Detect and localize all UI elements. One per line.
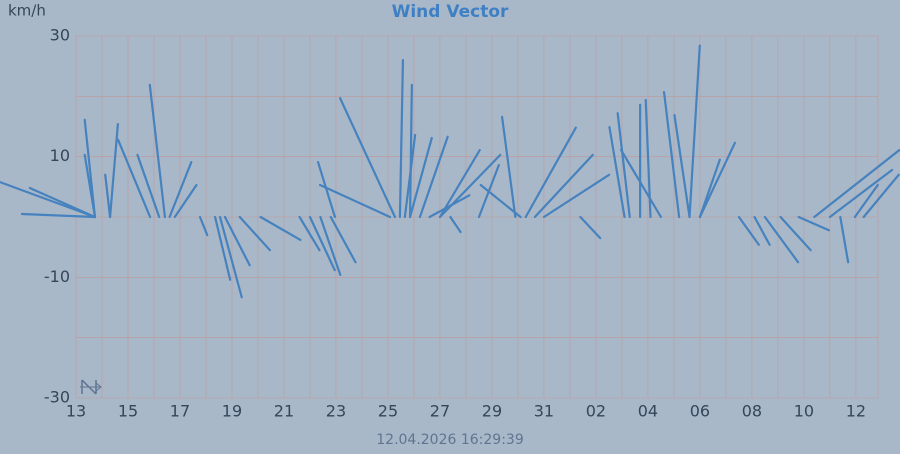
- wind-vector: [168, 160, 193, 219]
- wind-vector: [148, 83, 167, 219]
- wind-vector: [398, 59, 405, 219]
- x-tick-label: 27: [430, 402, 450, 421]
- y-tick-label: -10: [44, 267, 70, 286]
- wind-vector: [408, 83, 413, 219]
- wind-vector: [28, 186, 97, 219]
- wind-vector: [438, 148, 481, 219]
- north-icon: [80, 379, 102, 395]
- wind-vector: [853, 183, 879, 219]
- wind-vector: [813, 148, 900, 219]
- wind-vector: [223, 215, 251, 267]
- x-tick-label: 13: [66, 402, 86, 421]
- wind-vector: [108, 122, 119, 219]
- y-tick-label: 10: [50, 146, 70, 165]
- x-tick-label: 29: [482, 402, 502, 421]
- wind-vector: [198, 215, 209, 237]
- wind-vector: [136, 153, 161, 219]
- wind-vector: [308, 215, 336, 272]
- wind-vector: [828, 168, 894, 219]
- wind-vector: [753, 215, 771, 246]
- wind-vector: [318, 183, 392, 219]
- y-tick-label: -30: [44, 388, 70, 407]
- y-tick-label: 30: [50, 26, 70, 45]
- wind-vector: [0, 180, 97, 219]
- wind-vector: [298, 215, 321, 252]
- timestamp: 12.04.2026 16:29:39: [376, 432, 524, 448]
- wind-vector: [259, 215, 302, 242]
- wind-vector: [238, 215, 272, 252]
- x-tick-label: 06: [690, 402, 710, 421]
- chart-title: Wind Vector: [392, 2, 509, 22]
- grid: [75, 35, 879, 399]
- wind-vector: [449, 215, 462, 234]
- x-tick-label: 23: [326, 402, 346, 421]
- wind-vector: [319, 215, 342, 277]
- wind-vector: [500, 115, 517, 219]
- wind-vector: [608, 126, 626, 219]
- x-tick-label: 12: [846, 402, 866, 421]
- wind-vector: [763, 215, 800, 264]
- wind-vector: [83, 153, 97, 219]
- x-tick-label: 19: [222, 402, 242, 421]
- wind-vector: [542, 173, 611, 219]
- wind-vector: [338, 97, 397, 219]
- wind-vector: [20, 212, 97, 219]
- wind-vector: [737, 215, 760, 246]
- y-unit: km/h: [8, 2, 46, 20]
- wind-vector: [329, 215, 357, 264]
- wind-vector: [839, 215, 850, 264]
- x-tick-label: 31: [534, 402, 554, 421]
- wind-vector: [616, 112, 631, 219]
- x-tick-label: 15: [118, 402, 138, 421]
- vectors: [0, 44, 900, 299]
- x-tick-label: 08: [742, 402, 762, 421]
- wind-vector: [698, 158, 721, 219]
- wind-vector: [403, 133, 417, 219]
- wind-vector: [213, 215, 232, 281]
- wind-vector: [620, 148, 663, 219]
- wind-vector: [479, 183, 522, 219]
- wind-vector: [797, 215, 830, 232]
- wind-vector: [579, 215, 602, 240]
- wind-vector: [117, 138, 152, 219]
- x-tick-label: 21: [274, 402, 294, 421]
- x-tick-label: 10: [794, 402, 814, 421]
- wind-vector: [104, 173, 112, 219]
- wind-vector: [173, 183, 198, 219]
- x-tick-label: 17: [170, 402, 190, 421]
- x-tick-label: 04: [638, 402, 658, 421]
- wind-vector: [408, 136, 433, 219]
- wind-vector: [533, 153, 594, 219]
- wind-vector: [673, 113, 691, 219]
- x-tick-label: 25: [378, 402, 398, 421]
- wind-vector: [862, 173, 900, 219]
- wind-vector: [779, 215, 812, 252]
- wind-vector: [218, 215, 243, 299]
- wind-vector: [524, 126, 577, 219]
- x-tick-label: 02: [586, 402, 606, 421]
- wind-vector: [698, 141, 737, 219]
- wind-vector: [418, 135, 449, 219]
- wind-vector: [316, 160, 337, 219]
- wind-vector: [438, 153, 502, 219]
- wind-vector: [688, 44, 701, 219]
- wind-vector: [662, 91, 681, 219]
